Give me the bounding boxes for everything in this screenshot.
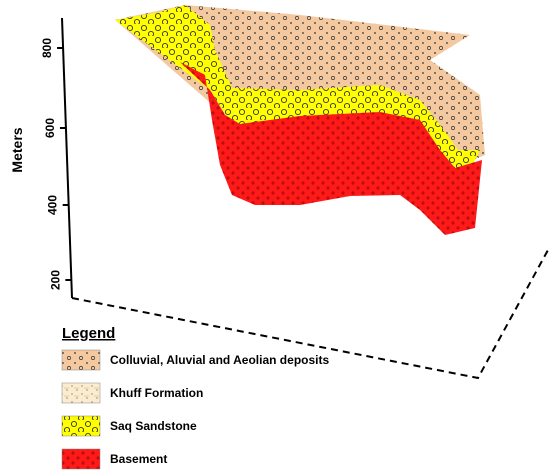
layer-texture bbox=[115, 62, 482, 235]
legend-texture bbox=[61, 382, 101, 404]
legend-label: Basement bbox=[110, 452, 167, 466]
tick-label: 400 bbox=[46, 195, 60, 215]
legend-title: Legend bbox=[62, 325, 115, 342]
tick-label: 800 bbox=[40, 38, 54, 58]
legend-texture bbox=[61, 349, 101, 371]
tick-label: 200 bbox=[48, 270, 62, 290]
legend-label: Saq Sandstone bbox=[110, 419, 197, 433]
legend-label: Colluvial, Aluvial and Aeolian deposits bbox=[110, 353, 329, 367]
layer-texture bbox=[115, 5, 480, 170]
y-axis bbox=[61, 17, 73, 299]
tick-label: 600 bbox=[43, 118, 57, 138]
axis-label: Meters bbox=[9, 127, 25, 172]
legend-texture bbox=[61, 448, 101, 470]
cross-section bbox=[115, 5, 485, 235]
legend-label: Khuff Formation bbox=[110, 386, 203, 400]
block-edge bbox=[71, 249, 549, 380]
legend-texture bbox=[61, 415, 101, 437]
